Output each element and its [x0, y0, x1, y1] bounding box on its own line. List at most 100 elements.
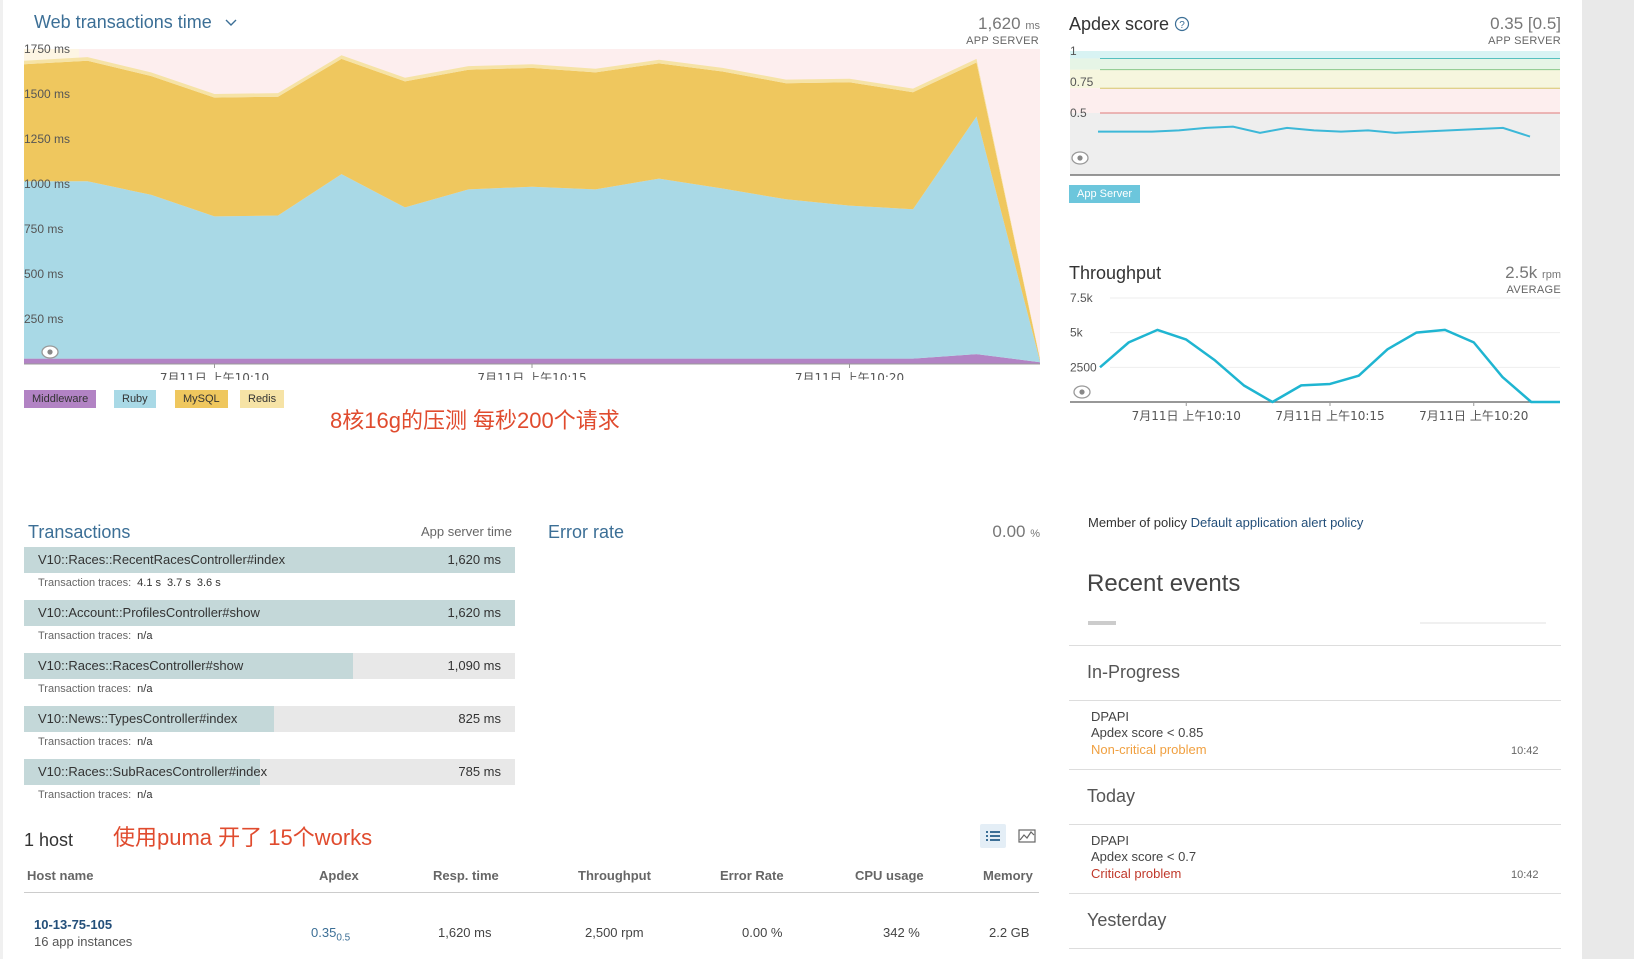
transaction-traces-label: Transaction traces: [38, 789, 132, 801]
col-memory[interactable]: Memory [983, 868, 1033, 883]
y-tick-label: 1750 ms [24, 42, 70, 56]
policy-membership: Member of policy Default application ale… [1088, 515, 1364, 530]
chevron-down-icon[interactable] [225, 18, 237, 28]
event-app[interactable]: DPAPI [1091, 833, 1130, 848]
list-view-icon[interactable] [980, 824, 1006, 848]
transaction-row[interactable]: V10::Races::RecentRacesController#index 1… [24, 547, 515, 573]
separator [1069, 824, 1561, 825]
transaction-trace-link[interactable]: 3.6 s [196, 577, 221, 589]
apdex-value: 0.35 [0.5] [1490, 14, 1561, 33]
legend-ruby[interactable]: Ruby [114, 390, 156, 408]
transaction-time: 785 ms [458, 764, 501, 779]
separator [1069, 645, 1561, 646]
policy-link[interactable]: Default application alert policy [1190, 515, 1364, 530]
table-divider [24, 892, 1039, 893]
transaction-name[interactable]: V10::Races::SubRacesController#index [38, 764, 268, 779]
recent-events-title: Recent events [1087, 570, 1241, 597]
throughput-title: Throughput [1069, 263, 1162, 283]
legend-middleware[interactable]: Middleware [24, 390, 97, 408]
transaction-row[interactable]: V10::Account::ProfilesController#show 1,6… [24, 600, 515, 626]
transaction-traces: Transaction traces: n/a [38, 736, 152, 748]
question-circle-icon[interactable]: ? [1174, 16, 1190, 32]
transaction-trace-link[interactable]: n/a [137, 683, 153, 695]
y-tick-label: 0.75 [1070, 75, 1094, 89]
separator [1069, 700, 1561, 701]
y-tick-label: 750 ms [24, 222, 63, 236]
web-transactions-subtitle: APP SERVER [966, 35, 1039, 47]
transaction-trace-link[interactable]: n/a [137, 630, 153, 642]
apdex-chart: 1 0.75 0.5 [1070, 44, 1560, 176]
transaction-row[interactable]: V10::News::TypesController#index 825 ms [24, 706, 515, 732]
annotation-puma: 使用puma 开了 15个works [113, 825, 373, 850]
col-cpu-usage[interactable]: CPU usage [855, 868, 924, 883]
transaction-bar-fill [24, 759, 260, 785]
events-placeholder-bar [1420, 622, 1546, 624]
throughput-chart: 7.5k 5k 2500 7月11日 上午10:10 7月11日 上午10:15 7月11… [1070, 291, 1560, 423]
transaction-name[interactable]: V10::Races::RecentRacesController#index [38, 552, 286, 567]
left-edge [0, 0, 3, 959]
col-apdex[interactable]: Apdex [319, 868, 359, 883]
annotation-load-test: 8核16g的压测 每秒200个请求 [330, 408, 620, 433]
transaction-trace-link[interactable]: n/a [137, 736, 153, 748]
host-cpu: 342 % [883, 925, 920, 940]
scroll-gutter[interactable] [1582, 0, 1634, 959]
throughput-subtitle: AVERAGE [1506, 284, 1561, 296]
transaction-trace-link[interactable]: 3.7 s [167, 577, 191, 589]
host-link[interactable]: 10-13-75-105 [34, 917, 113, 932]
transaction-name[interactable]: V10::News::TypesController#index [38, 711, 238, 726]
transaction-name[interactable]: V10::Account::ProfilesController#show [38, 605, 260, 620]
host-instances: 16 app instances [34, 934, 133, 949]
transaction-bar-fill [24, 600, 515, 626]
host-resp-time: 1,620 ms [438, 925, 492, 940]
y-tick-label: 7.5k [1070, 291, 1094, 305]
web-transactions-title[interactable]: Web transactions time [34, 12, 237, 33]
apdex-band-unacceptable [1070, 113, 1560, 175]
throughput-value: 2.5k rpm [1505, 263, 1561, 282]
transaction-traces: Transaction traces: n/a [38, 683, 152, 695]
chart-view-icon[interactable] [1014, 824, 1040, 848]
event-app[interactable]: DPAPI [1091, 709, 1130, 724]
legend-redis[interactable]: Redis [240, 390, 285, 408]
y-tick-label: 250 ms [24, 312, 63, 326]
event-condition: Apdex score < 0.85 [1091, 725, 1204, 740]
transaction-traces-label: Transaction traces: [38, 683, 132, 695]
transaction-row[interactable]: V10::Races::RacesController#show 1,090 ms [24, 653, 515, 679]
y-tick-label: 500 ms [24, 267, 63, 281]
y-tick-label: 1500 ms [24, 87, 70, 101]
separator [1069, 769, 1561, 770]
y-tick-label: 2500 [1070, 360, 1097, 374]
web-transactions-chart: 1750 ms 1500 ms 1250 ms 1000 ms 750 ms 500 ms… [24, 42, 1040, 380]
transaction-trace-link[interactable]: n/a [137, 789, 153, 801]
transactions-title[interactable]: Transactions [28, 522, 131, 542]
transaction-time: 1,620 ms [447, 605, 501, 620]
event-time: 10:42 [1511, 869, 1539, 881]
transaction-traces: Transaction traces: n/a [38, 789, 152, 801]
eye-icon [41, 345, 59, 359]
transaction-row[interactable]: V10::Races::SubRacesController#index 785 … [24, 759, 515, 785]
transaction-name[interactable]: V10::Races::RacesController#show [38, 658, 244, 673]
eye-icon [1073, 385, 1091, 399]
col-resp-time[interactable]: Resp. time [433, 868, 499, 883]
legend-mysql[interactable]: MySQL [175, 390, 228, 408]
throughput-series-line [1099, 328, 1560, 404]
apdex-subtitle: APP SERVER [1488, 35, 1561, 47]
y-tick-label: 1000 ms [24, 177, 70, 191]
transaction-bar-fill [24, 706, 275, 732]
today-heading: Today [1087, 786, 1136, 806]
host-apdex[interactable]: 0.350.5 [311, 925, 351, 944]
web-transactions-value: 1,620 ms [978, 14, 1040, 33]
transaction-traces: Transaction traces: n/a [38, 630, 152, 642]
x-tick-label: 7月11日 上午10:20 [1419, 409, 1528, 423]
host-throughput: 2,500 rpm [585, 925, 644, 940]
col-throughput[interactable]: Throughput [578, 868, 651, 883]
svg-text:?: ? [1179, 20, 1185, 31]
error-rate-value: 0.00 % [992, 522, 1040, 541]
separator [1069, 948, 1561, 949]
error-rate-title[interactable]: Error rate [548, 522, 625, 542]
col-error-rate[interactable]: Error Rate [720, 868, 784, 883]
x-tick-label: 7月11日 上午10:10 [160, 371, 269, 380]
apdex-band-excellent [1070, 51, 1560, 59]
col-host-name[interactable]: Host name [27, 868, 94, 883]
transaction-trace-link[interactable]: 4.1 s [137, 577, 161, 589]
apdex-legend-app-server[interactable]: App Server [1069, 185, 1141, 203]
